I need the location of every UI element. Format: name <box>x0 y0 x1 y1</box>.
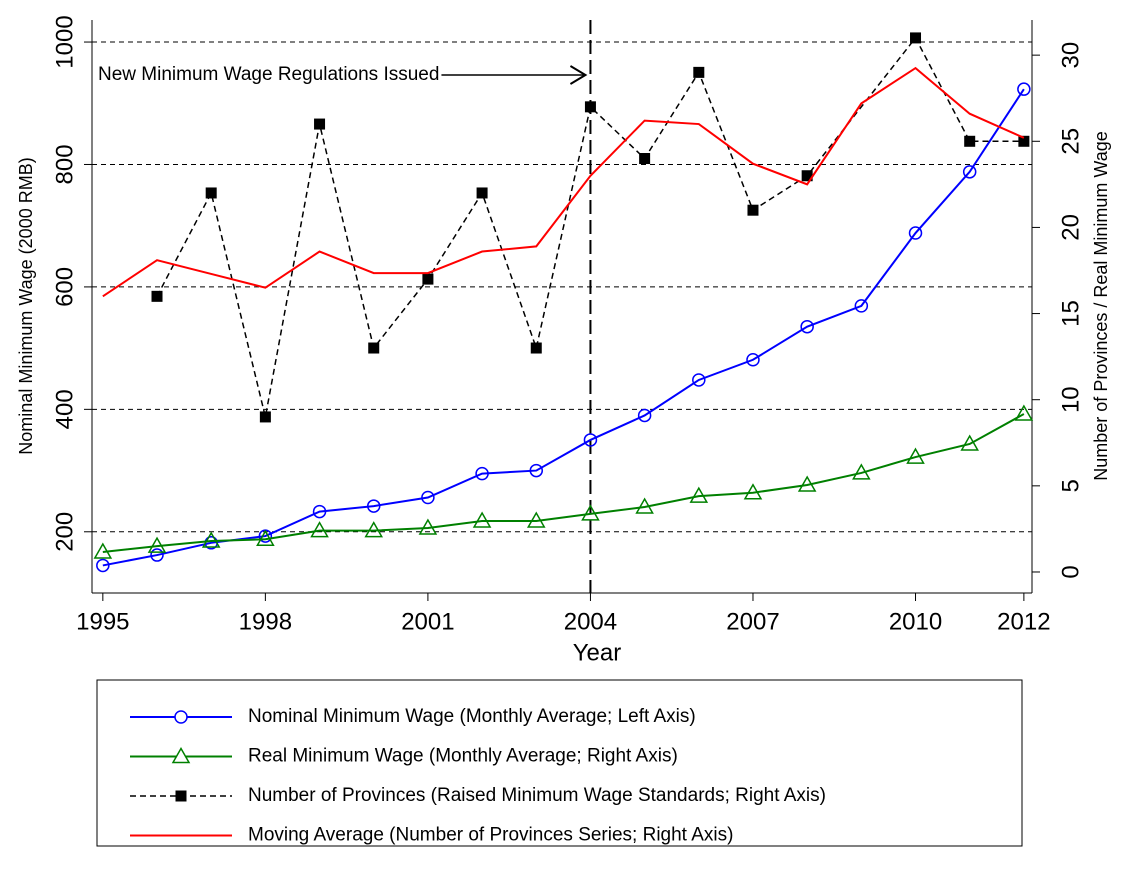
data-point <box>1017 82 1031 96</box>
y-tick-label: 400 <box>51 389 78 429</box>
x-tick-label: 2012 <box>997 608 1050 635</box>
series-line <box>102 413 1025 553</box>
data-point <box>96 558 110 573</box>
data-point <box>635 497 654 514</box>
data-point <box>746 353 760 367</box>
data-point <box>797 475 817 492</box>
y2-tick-label: 5 <box>1057 479 1084 492</box>
data-point <box>93 542 113 559</box>
data-point <box>150 548 164 562</box>
y2-tick-label: 15 <box>1057 300 1084 327</box>
data-point <box>205 187 217 199</box>
data-point <box>854 299 869 313</box>
x-tick-label: 2001 <box>401 608 454 635</box>
data-point <box>312 504 327 519</box>
annotation: New Minimum Wage Regulations Issued <box>98 64 439 85</box>
series-line <box>102 66 1025 298</box>
data-point <box>906 447 925 464</box>
x-tick-label: 2007 <box>726 608 779 635</box>
data-point <box>689 486 709 503</box>
data-point <box>526 511 546 528</box>
data-point <box>692 373 706 387</box>
y2-axis-title: Number of Provinces / Real Minimum Wage <box>1091 131 1111 480</box>
data-point <box>475 466 489 481</box>
data-point <box>418 518 438 535</box>
y2-tick-label: 25 <box>1057 128 1084 155</box>
data-point <box>151 290 163 302</box>
data-point <box>584 101 596 113</box>
legend-box <box>96 679 1023 847</box>
data-point <box>368 342 380 354</box>
data-point <box>529 463 544 478</box>
data-point <box>1018 135 1030 147</box>
y2-tick-label: 30 <box>1057 42 1084 69</box>
data-point <box>530 342 542 354</box>
y-tick-label: 600 <box>51 267 78 307</box>
x-tick-label: 1995 <box>76 608 129 635</box>
x-tick-label: 2004 <box>564 608 617 635</box>
y-tick-label: 200 <box>51 512 78 552</box>
data-point <box>960 434 979 451</box>
x-tick-label: 1998 <box>239 608 292 635</box>
data-point <box>801 170 813 182</box>
y2-tick-label: 20 <box>1057 214 1084 241</box>
y2-tick-label: 0 <box>1057 565 1084 578</box>
data-point <box>800 319 814 334</box>
data-point <box>581 504 600 521</box>
data-point <box>366 499 381 513</box>
y2-tick-label: 10 <box>1057 386 1084 413</box>
data-point <box>964 135 976 147</box>
data-point <box>583 433 598 447</box>
data-point <box>476 187 488 199</box>
data-point <box>421 490 435 505</box>
x-axis-title: Year <box>573 639 622 666</box>
data-point <box>962 165 977 179</box>
legend-label: Moving Average (Number of Provinces Seri… <box>248 825 733 846</box>
data-point <box>1014 404 1034 421</box>
data-point <box>422 273 434 285</box>
data-point <box>256 529 275 546</box>
y-axis-title: Nominal Minimum Wage (2000 RMB) <box>16 157 36 454</box>
legend-label: Number of Provinces (Raised Minimum Wage… <box>248 785 826 806</box>
data-point <box>693 66 705 78</box>
legend-label: Real Minimum Wage (Monthly Average; Righ… <box>248 746 678 767</box>
data-point <box>908 226 923 240</box>
data-point <box>852 463 871 480</box>
data-point <box>747 204 759 216</box>
data-point <box>259 411 271 423</box>
data-point <box>314 118 326 130</box>
legend-marker <box>171 746 191 764</box>
y-tick-label: 1000 <box>51 15 78 68</box>
data-point <box>364 521 384 538</box>
legend-label: Nominal Minimum Wage (Monthly Average; L… <box>248 706 696 727</box>
series-line <box>102 88 1025 567</box>
data-point <box>147 536 167 553</box>
data-point <box>472 511 492 528</box>
data-point <box>637 408 652 423</box>
data-point <box>910 32 922 44</box>
data-point <box>639 153 651 165</box>
y-tick-label: 800 <box>51 144 78 184</box>
data-point <box>743 483 763 500</box>
series-line <box>156 36 1024 418</box>
legend-marker <box>175 790 187 802</box>
data-point <box>310 521 329 538</box>
annotation-arrowhead <box>569 65 588 85</box>
legend-marker <box>174 710 188 724</box>
data-point <box>201 531 221 548</box>
x-tick-label: 2010 <box>889 608 942 635</box>
